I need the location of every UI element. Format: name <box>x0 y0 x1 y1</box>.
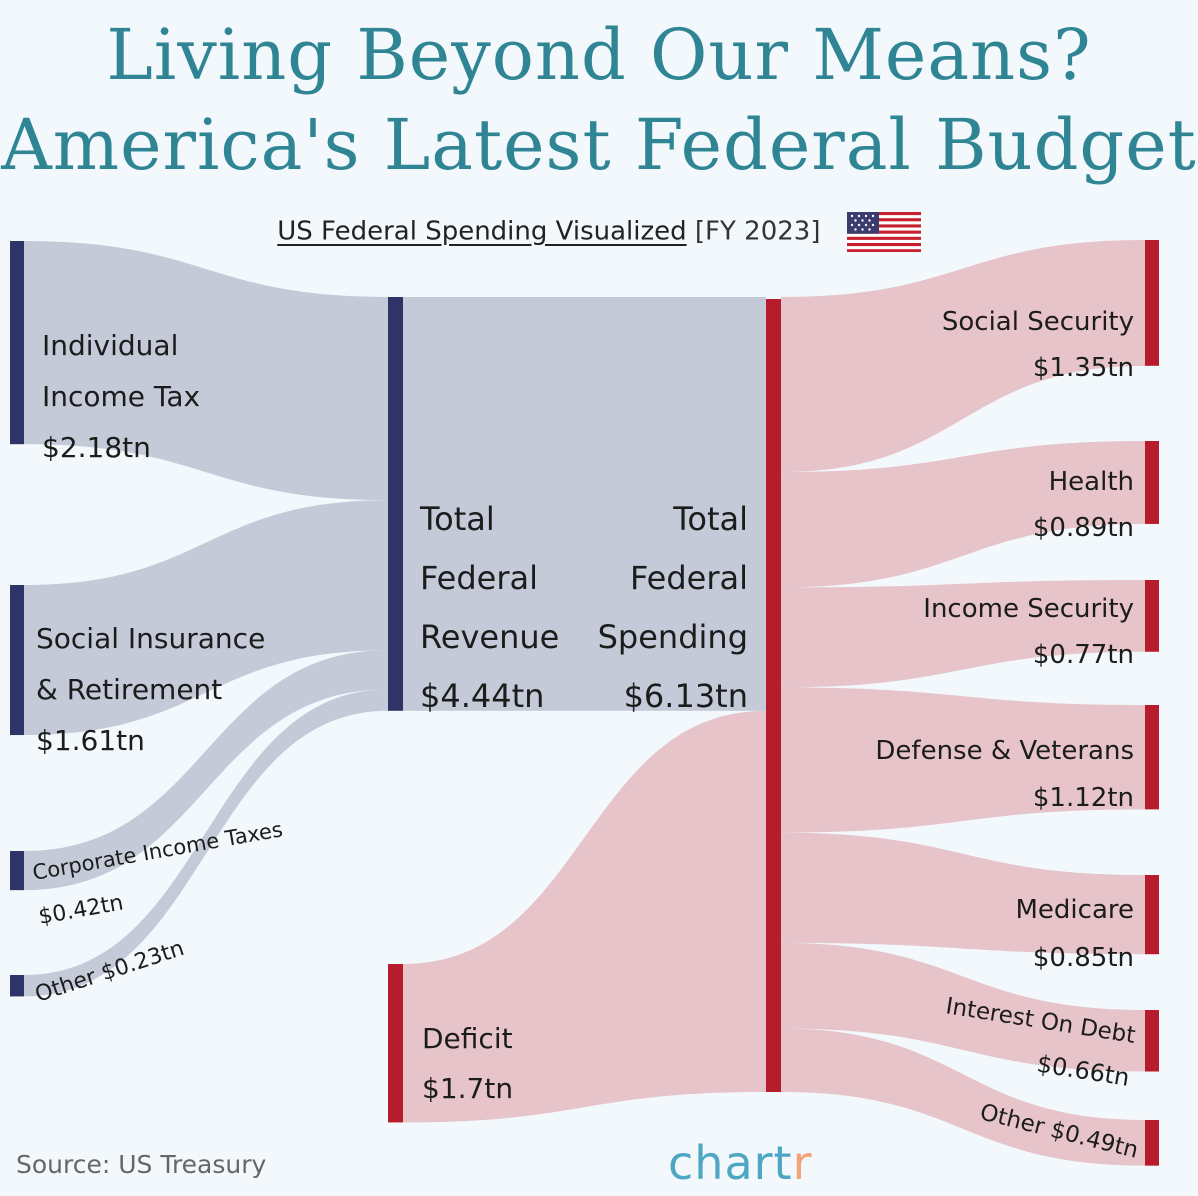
node-bar-total-spending <box>766 299 781 1092</box>
flow-deficit <box>403 710 766 1123</box>
label-revenue-value: $4.44tn <box>420 677 544 715</box>
node-bar-individual-income-tax <box>10 241 24 445</box>
label-spending-value: $6.13tn <box>624 677 748 715</box>
subtitle-year: [FY 2023] <box>694 216 821 247</box>
label-deficit-value: $1.7tn <box>422 1072 513 1105</box>
flow-income-security <box>781 580 1145 688</box>
label-social-insurance-value: $1.61tn <box>36 724 145 757</box>
node-bar-health <box>1145 441 1159 524</box>
flow-individual-income-tax <box>24 241 388 501</box>
label-social-insurance-line-1: Social Insurance <box>36 622 265 655</box>
label-individual-income-tax-value: $2.18tn <box>42 431 151 464</box>
label-medicare: Medicare <box>1016 895 1135 925</box>
chartr-logo: chartr <box>668 1136 813 1190</box>
node-bar-social-security <box>1145 240 1159 366</box>
label-social-security: Social Security <box>942 307 1134 337</box>
source-note: Source: US Treasury <box>16 1150 267 1179</box>
flow-social-security <box>781 240 1145 473</box>
node-bar-medicare <box>1145 875 1159 955</box>
node-bar-defense-veterans <box>1145 705 1159 810</box>
node-bar-social-insurance <box>10 585 24 736</box>
node-bar-income-security <box>1145 580 1159 652</box>
label-social-security-value: $1.35tn <box>1033 353 1134 383</box>
label-health-value: $0.89tn <box>1033 513 1134 543</box>
flow-other-revenue <box>24 689 388 997</box>
flow-health <box>781 441 1145 588</box>
label-social-insurance-line-2: & Retirement <box>36 673 222 706</box>
flow-interest-on-debt <box>781 942 1145 1072</box>
flow-social-insurance <box>24 500 388 736</box>
label-other-revenue: Other $0.23tn <box>32 936 187 1008</box>
node-bar-interest-on-debt <box>1145 1010 1159 1072</box>
label-revenue-line-3: Revenue <box>420 618 559 656</box>
label-revenue-line-1: Total <box>419 500 495 538</box>
logo-accent: r <box>792 1136 813 1190</box>
node-bar-deficit <box>388 964 403 1123</box>
label-spending-line-3: Spending <box>598 618 748 656</box>
flow-corporate-income-taxes <box>24 650 388 891</box>
subtitle-main: US Federal Spending Visualized <box>277 216 687 247</box>
label-corporate-income-taxes-value: $0.42tn <box>37 890 126 929</box>
label-defense-veterans-value: $1.12tn <box>1033 783 1134 813</box>
label-health: Health <box>1049 467 1134 497</box>
flow-revenue-to-spending <box>403 297 766 711</box>
label-defense-veterans: Defense & Veterans <box>875 736 1134 766</box>
flow-medicare <box>781 832 1145 955</box>
label-individual-income-tax-line-2: Income Tax <box>42 380 200 413</box>
flow-other-spending <box>781 1028 1145 1166</box>
label-individual-income-tax-line-1: Individual <box>42 329 178 362</box>
node-bar-other-spending <box>1145 1120 1159 1166</box>
label-income-security-value: $0.77tn <box>1033 640 1134 670</box>
label-income-security: Income Security <box>923 594 1134 624</box>
logo-text: chart <box>668 1136 793 1190</box>
chart-title-line-2: America's Latest Federal Budget <box>1 104 1197 186</box>
node-bar-corporate-income-taxes <box>10 851 24 891</box>
node-bar-other-revenue <box>10 975 24 997</box>
node-bar-total-revenue <box>388 297 403 711</box>
chart-title-line-1: Living Beyond Our Means? <box>106 14 1092 96</box>
label-spending-line-1: Total <box>672 500 748 538</box>
us-flag-icon <box>846 212 921 252</box>
chart-subtitle: US Federal Spending Visualized [FY 2023] <box>0 212 1198 252</box>
label-medicare-value: $0.85tn <box>1033 943 1134 973</box>
label-deficit: Deficit <box>422 1022 513 1055</box>
label-revenue-line-2: Federal <box>420 559 538 597</box>
flow-defense-veterans <box>781 687 1145 833</box>
label-spending-line-2: Federal <box>630 559 748 597</box>
